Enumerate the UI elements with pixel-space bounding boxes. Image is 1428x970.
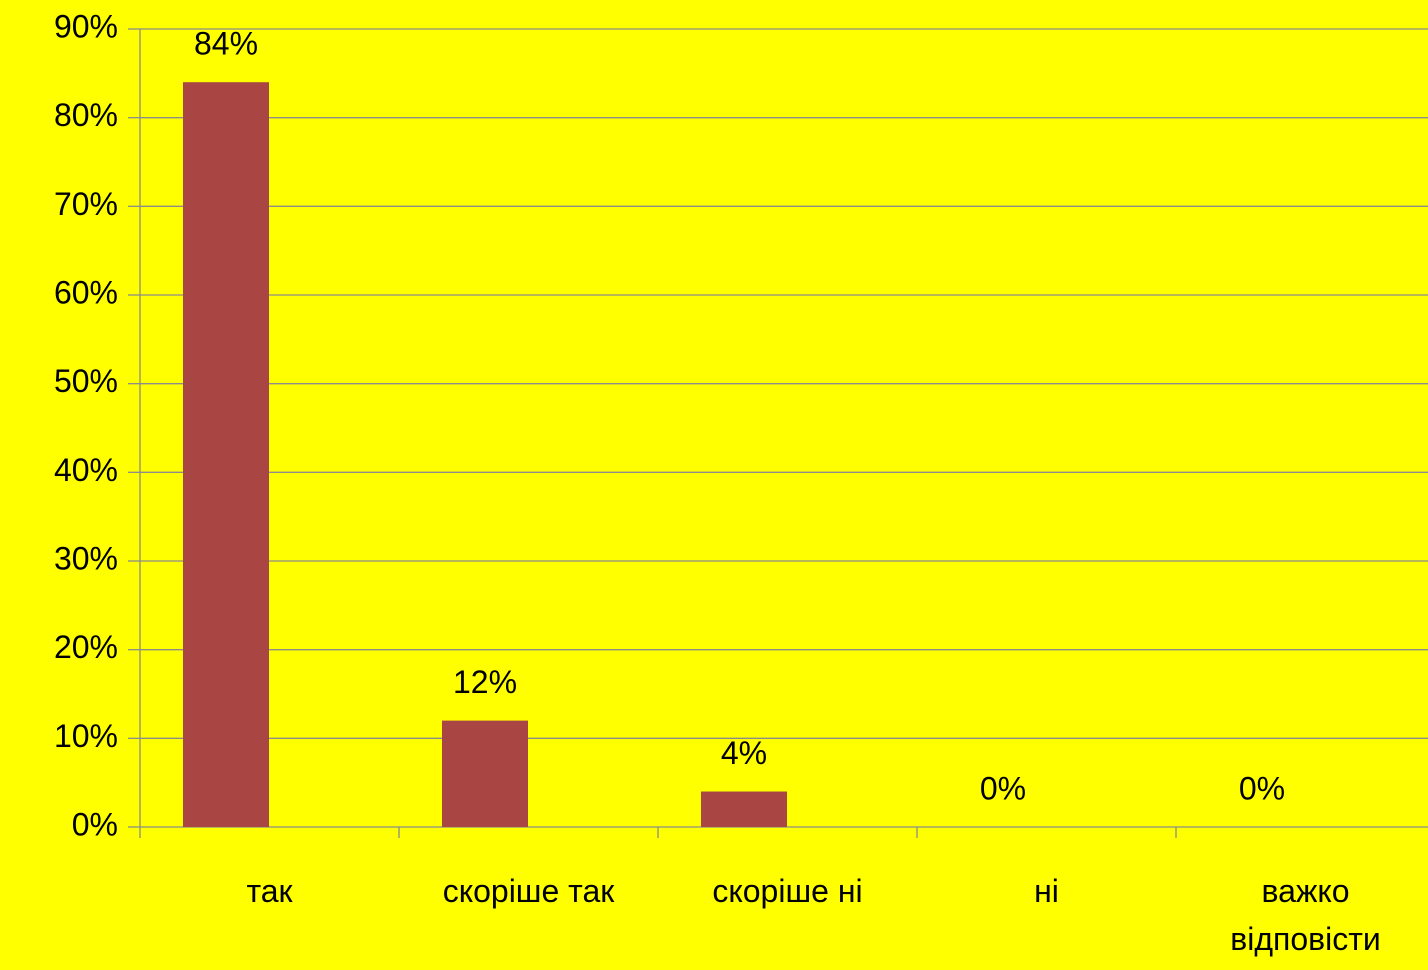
x-tick-label: так (246, 873, 293, 909)
y-tick-label: 50% (54, 363, 118, 399)
y-tick-label: 10% (54, 718, 118, 754)
y-tick-label: 60% (54, 274, 118, 310)
bar (442, 720, 528, 827)
data-label: 4% (721, 735, 767, 771)
data-label: 12% (453, 664, 517, 700)
y-tick-label: 90% (54, 8, 118, 44)
bar (183, 82, 269, 827)
x-tick-label: скоріше ні (712, 873, 863, 909)
y-tick-label: 20% (54, 629, 118, 665)
y-tick-label: 0% (72, 806, 118, 842)
data-label: 84% (194, 26, 258, 62)
y-tick-label: 70% (54, 186, 118, 222)
data-label: 0% (980, 770, 1026, 806)
x-tick-label: скоріше так (442, 873, 615, 909)
x-tick-label: ні (1034, 873, 1059, 909)
bar (701, 791, 787, 827)
y-tick-label: 40% (54, 452, 118, 488)
y-tick-label: 80% (54, 97, 118, 133)
data-label: 0% (1239, 770, 1285, 806)
x-tick-label: важко відповісти (1230, 873, 1381, 957)
y-tick-label: 30% (54, 540, 118, 576)
